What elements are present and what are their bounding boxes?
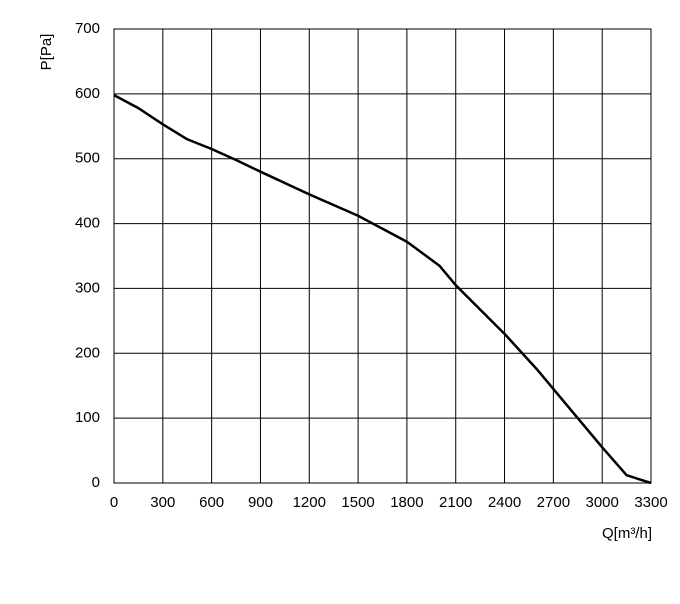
- x-tick-label: 1200: [293, 494, 326, 511]
- x-tick-label: 3000: [585, 494, 618, 511]
- x-tick-label: 3300: [634, 494, 667, 511]
- x-tick-label: 900: [248, 494, 273, 511]
- plot-frame: [113, 28, 652, 484]
- y-tick-label: 600: [75, 85, 100, 102]
- x-tick-label: 0: [110, 494, 118, 511]
- x-tick-label: 1500: [341, 494, 374, 511]
- x-axis-label: Q[m³/h]: [602, 525, 652, 542]
- y-tick-label: 400: [75, 215, 100, 232]
- x-tick-label: 600: [199, 494, 224, 511]
- y-tick-label: 100: [75, 409, 100, 426]
- y-tick-label: 200: [75, 344, 100, 361]
- x-tick-label: 2100: [439, 494, 472, 511]
- x-tick-label: 2700: [537, 494, 570, 511]
- y-tick-label: 500: [75, 150, 100, 167]
- x-tick-label: 2400: [488, 494, 521, 511]
- y-tick-label: 0: [92, 474, 100, 491]
- x-tick-label: 1800: [390, 494, 423, 511]
- y-axis-label: P[Pa]: [38, 34, 55, 71]
- y-tick-label: 300: [75, 279, 100, 296]
- line: [113, 94, 652, 485]
- y-tick-label: 700: [75, 20, 100, 37]
- x-tick-label: 300: [150, 494, 175, 511]
